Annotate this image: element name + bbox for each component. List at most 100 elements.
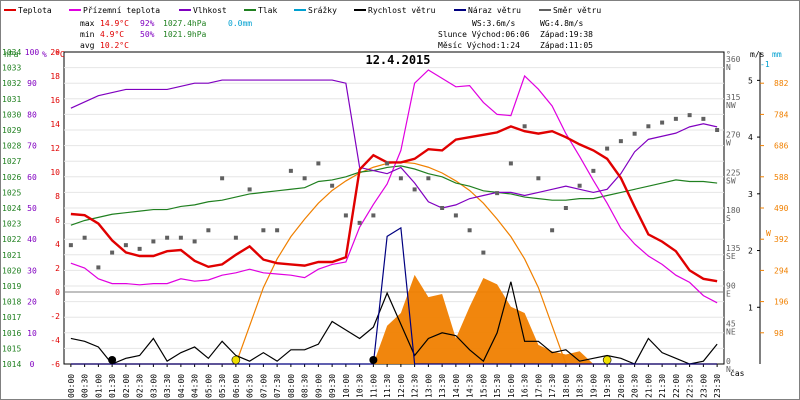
x-tick-label: 14:00 <box>452 374 461 398</box>
hpa-tick-label: 1018 <box>2 298 21 307</box>
direction-point <box>481 250 486 255</box>
direction-point <box>178 235 183 240</box>
direction-point <box>110 250 115 255</box>
direction-compass-label: NE <box>726 327 736 336</box>
legend-label-sr-ky: Srážky <box>308 6 337 15</box>
temp-tick-label: -4 <box>50 336 60 345</box>
moonrise-marker <box>108 356 117 364</box>
humidity-tick-label: 60 <box>27 173 37 182</box>
direction-tick-label: 360 <box>726 55 741 64</box>
direction-tick-label: 315 <box>726 93 741 102</box>
moonset-marker <box>369 356 378 364</box>
x-tick-label: 17:00 <box>534 374 543 398</box>
legend-label-n-raz-v-tru: Náraz větru <box>468 6 521 15</box>
temp-tick-label: 6 <box>55 216 60 225</box>
direction-tick-label: 180 <box>726 206 741 215</box>
x-tick-label: 06:00 <box>232 374 241 398</box>
direction-point <box>536 176 541 181</box>
direction-point <box>398 176 403 181</box>
humidity-tick-label: 0 <box>30 360 35 369</box>
x-tick-label: 01:30 <box>108 374 117 398</box>
temp-tick-label: 10 <box>50 168 60 177</box>
x-tick-label: 22:00 <box>672 374 681 398</box>
hpa-tick-label: 1028 <box>2 142 21 151</box>
direction-point <box>412 187 417 192</box>
solar-tick-label: 392 <box>774 235 789 244</box>
direction-point <box>605 146 610 151</box>
temp-tick-label: 4 <box>55 240 60 249</box>
direction-point <box>550 228 555 233</box>
series-line-teplota <box>70 125 718 283</box>
x-tick-label: 03:00 <box>149 374 158 398</box>
direction-point <box>440 206 445 210</box>
stats-max-label: max <box>80 19 95 28</box>
direction-point <box>453 213 458 218</box>
direction-point <box>660 120 665 125</box>
direction-point <box>618 139 623 144</box>
stats-sunset: Západ:19:38 <box>540 30 593 39</box>
wind-tick-label: 3 <box>748 190 753 199</box>
x-tick-label: 12:00 <box>397 374 406 398</box>
hpa-tick-label: 1029 <box>2 126 21 135</box>
x-tick-label: 02:30 <box>136 374 145 398</box>
x-tick-label: 18:00 <box>562 374 571 398</box>
series-line-vlhkost <box>70 79 718 209</box>
direction-compass-label: E <box>726 290 731 299</box>
direction-point <box>563 206 568 210</box>
direction-compass-label: SW <box>726 176 736 185</box>
direction-compass-label: N <box>726 63 731 72</box>
stats-max-pressure: 1027.4hPa <box>163 19 207 28</box>
solar-tick-label: 686 <box>774 142 789 151</box>
stats-wg: WG:4.8m/s <box>540 19 584 28</box>
stats-avg-label: avg <box>80 41 95 50</box>
direction-point <box>96 265 101 270</box>
wind-tick-label: 5 <box>748 76 753 85</box>
hpa-tick-label: 1015 <box>2 344 21 353</box>
direction-point <box>467 228 472 233</box>
hpa-tick-label: 1021 <box>2 251 21 260</box>
legend-label-vlhkost: Vlhkost <box>193 6 227 15</box>
direction-point <box>151 239 156 244</box>
x-unit: čas <box>730 368 745 378</box>
direction-point <box>82 235 87 240</box>
legend-label-p-zemn-teplota: Přízemní teplota <box>83 6 160 15</box>
hpa-tick-label: 1026 <box>2 173 21 182</box>
x-tick-label: 19:00 <box>589 374 598 398</box>
x-tick-label: 23:00 <box>699 374 708 398</box>
hpa-tick-label: 1025 <box>2 188 21 197</box>
direction-point <box>495 191 500 196</box>
hpa-tick-label: 1019 <box>2 282 21 291</box>
ms-top-label: -1 <box>760 60 770 69</box>
stats-ws: WS:3.6m/s <box>472 19 516 28</box>
temp-tick-label: 12 <box>50 144 60 153</box>
wind-tick-label: 1 <box>748 303 753 312</box>
series-area-solar <box>64 274 724 364</box>
direction-point <box>123 243 128 248</box>
direction-point <box>715 128 720 132</box>
humidity-tick-label: 70 <box>27 142 37 151</box>
x-tick-label: 09:30 <box>328 374 337 398</box>
x-tick-label: 09:00 <box>314 374 323 398</box>
direction-point <box>646 124 651 129</box>
solar-tick-label: 98 <box>774 329 784 338</box>
x-tick-label: 14:30 <box>466 374 475 398</box>
x-tick-label: 13:00 <box>424 374 433 398</box>
hpa-tick-label: 1022 <box>2 235 21 244</box>
x-tick-label: 00:30 <box>81 374 90 398</box>
x-tick-label: 10:00 <box>342 374 351 398</box>
stats-min-humidity: 50% <box>140 30 155 39</box>
x-tick-label: 05:00 <box>204 374 213 398</box>
humidity-tick-label: 20 <box>27 298 37 307</box>
humidity-tick-label: 90 <box>27 79 37 88</box>
x-tick-label: 22:30 <box>686 374 695 398</box>
x-tick-label: 06:30 <box>246 374 255 398</box>
temp-tick-label: 2 <box>55 264 60 273</box>
hpa-tick-label: 1031 <box>2 95 21 104</box>
direction-point <box>508 161 513 166</box>
solar-tick-label: 784 <box>774 110 789 119</box>
direction-point <box>247 187 252 192</box>
direction-tick-label: 270 <box>726 131 741 140</box>
hpa-tick-label: 1017 <box>2 313 21 322</box>
x-tick-label: 23:30 <box>713 374 722 398</box>
x-tick-label: 00:00 <box>67 374 76 398</box>
